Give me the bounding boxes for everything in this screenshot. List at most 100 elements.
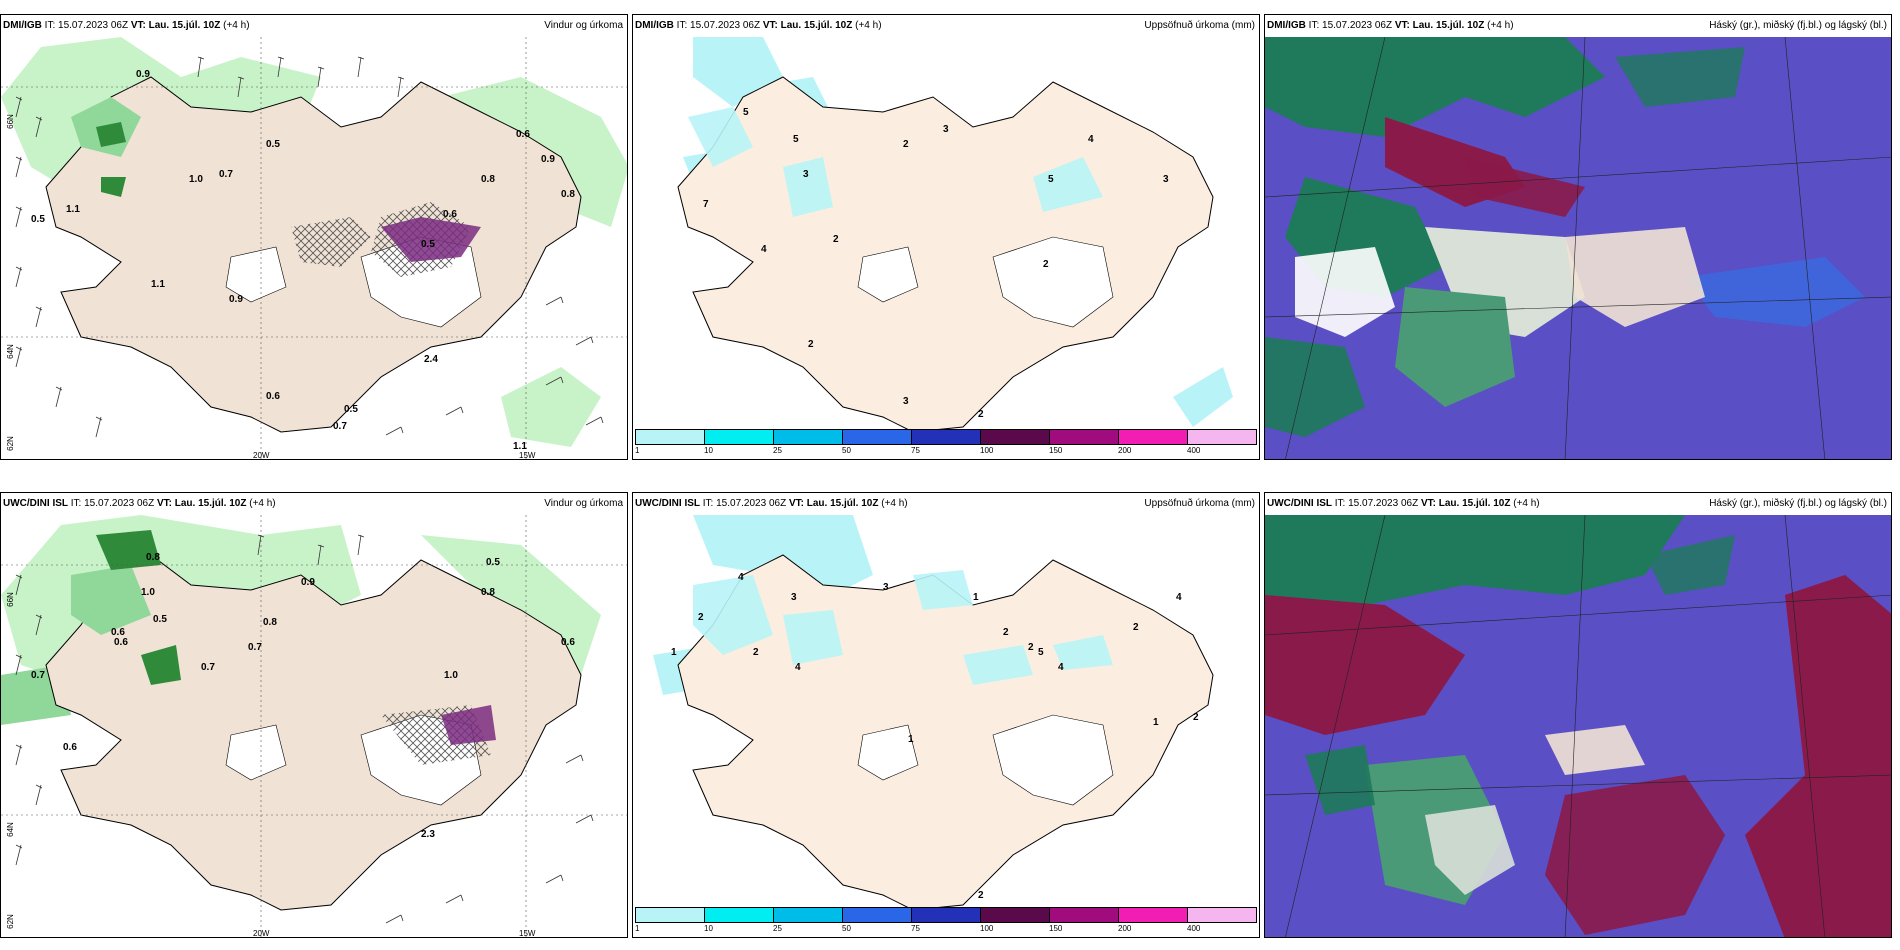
- wind-value: 1.0: [141, 587, 155, 598]
- accum-value: 3: [791, 592, 797, 603]
- cb-tick: 200: [1118, 446, 1132, 455]
- cb-tick: 100: [980, 924, 994, 933]
- cb-cell: [981, 908, 1050, 922]
- accum-value: 4: [738, 572, 744, 583]
- cb-tick: 1: [635, 924, 640, 933]
- accum-value: 4: [1176, 592, 1182, 603]
- accum-value: 3: [883, 582, 889, 593]
- model-name: UWC/DINI ISL: [635, 498, 700, 509]
- wind-value: 0.9: [229, 294, 243, 305]
- cb-tick: 50: [842, 446, 851, 455]
- wind-value: 0.9: [541, 154, 555, 165]
- cb-tick: 10: [704, 924, 713, 933]
- lon-label: 15W: [519, 929, 536, 938]
- accum-value: 4: [1058, 662, 1064, 673]
- wind-precip-map: 0.9 0.8 1.0 0.6 0.7 0.8 0.5 0.6 0.8 0.7 …: [1, 515, 627, 938]
- cb-cell: [843, 430, 912, 444]
- wind-value: 1.1: [66, 204, 80, 215]
- wind-value: 0.8: [481, 174, 495, 185]
- panel-header: UWC/DINI ISL IT: 15.07.2023 06Z VT: Lau.…: [1, 493, 627, 515]
- cb-tick: 75: [911, 446, 920, 455]
- accum-value: 2: [1133, 622, 1139, 633]
- panel-uwc-accum: UWC/DINI ISL IT: 15.07.2023 06Z VT: Lau.…: [632, 492, 1260, 938]
- accum-value: 3: [943, 124, 949, 135]
- wind-value: 0.7: [31, 670, 45, 681]
- wind-value: 1.0: [189, 174, 203, 185]
- cb-cell: [705, 430, 774, 444]
- cloud-map: [1265, 37, 1891, 459]
- wind-value: 0.5: [153, 614, 167, 625]
- cb-tick: 10: [704, 446, 713, 455]
- cb-cell: [1119, 430, 1188, 444]
- accum-value: 3: [1163, 174, 1169, 185]
- lon-label: 20W: [253, 451, 270, 460]
- cb-cell: [1119, 908, 1188, 922]
- lat-label: 64N: [5, 822, 15, 837]
- model-name: UWC/DINI ISL: [1267, 498, 1332, 509]
- model-name: DMI/IGB: [3, 20, 42, 31]
- accum-value: 5: [743, 107, 749, 118]
- cb-cell: [1188, 430, 1256, 444]
- wind-value: 0.7: [219, 169, 233, 180]
- accum-value: 7: [703, 199, 709, 210]
- cb-cell: [1188, 908, 1256, 922]
- cloud-map: [1265, 515, 1891, 937]
- accum-value: 2: [698, 612, 704, 623]
- lat-label: 66N: [5, 114, 15, 129]
- accum-value: 2: [1043, 259, 1049, 270]
- model-name: DMI/IGB: [635, 20, 674, 31]
- accum-value: 5: [1038, 647, 1044, 658]
- cb-tick: 150: [1049, 924, 1063, 933]
- accum-value: 5: [793, 134, 799, 145]
- lon-label: 15W: [519, 451, 536, 460]
- cb-tick: 50: [842, 924, 851, 933]
- wind-value: 0.8: [561, 189, 575, 200]
- wind-value: 0.7: [201, 662, 215, 673]
- cb-cell: [774, 430, 843, 444]
- cb-cell: [705, 908, 774, 922]
- panel-dmi-wind: DMI/IGB IT: 15.07.2023 06Z VT: Lau. 15.j…: [0, 14, 628, 460]
- wind-value: 0.5: [486, 557, 500, 568]
- accum-value: 4: [761, 244, 767, 255]
- wind-value: 0.6: [516, 129, 530, 140]
- lat-label: 66N: [5, 592, 15, 607]
- wind-value: 0.6: [114, 637, 128, 648]
- wind-value: 2.4: [424, 354, 438, 365]
- accum-precip-map: 4 2 3 1 2 4 3 1 2 2 5 4 2 1 1 2 4 2: [633, 515, 1259, 937]
- wind-value: 0.6: [63, 742, 77, 753]
- cb-cell: [636, 908, 705, 922]
- panel-header: DMI/IGB IT: 15.07.2023 06Z VT: Lau. 15.j…: [633, 15, 1259, 37]
- accum-value: 4: [1088, 134, 1094, 145]
- accum-value: 1: [973, 592, 979, 603]
- wind-value: 0.6: [111, 627, 125, 638]
- cb-cell: [1050, 908, 1119, 922]
- wind-value: 0.8: [146, 552, 160, 563]
- wind-value: 0.8: [263, 617, 277, 628]
- cb-cell: [912, 908, 981, 922]
- panel-header: DMI/IGB IT: 15.07.2023 06Z VT: Lau. 15.j…: [1, 15, 627, 37]
- accum-value: 2: [1193, 712, 1199, 723]
- wind-value: 0.9: [301, 577, 315, 588]
- wind-value: 1.1: [513, 441, 527, 452]
- accum-value: 2: [753, 647, 759, 658]
- accum-value: 2: [903, 139, 909, 150]
- wind-value: 0.5: [266, 139, 280, 150]
- cb-tick: 400: [1187, 924, 1201, 933]
- panel-header: UWC/DINI ISL IT: 15.07.2023 06Z VT: Lau.…: [1265, 493, 1891, 515]
- panel-title: Vindur og úrkoma: [544, 498, 623, 509]
- accum-value: 5: [1048, 174, 1054, 185]
- model-name: UWC/DINI ISL: [3, 498, 68, 509]
- cb-cell: [1050, 430, 1119, 444]
- accum-value: 3: [903, 396, 909, 407]
- accum-colorbar: 1 10 25 50 75 100 150 200 400: [635, 429, 1257, 457]
- accum-value: 2: [833, 234, 839, 245]
- panel-title: Háský (gr.), miðský (fj.bl.) og lágský (…: [1709, 20, 1887, 31]
- panel-header: DMI/IGB IT: 15.07.2023 06Z VT: Lau. 15.j…: [1265, 15, 1891, 37]
- cb-tick: 1: [635, 446, 640, 455]
- lat-label: 62N: [5, 914, 15, 929]
- panel-uwc-clouds: UWC/DINI ISL IT: 15.07.2023 06Z VT: Lau.…: [1264, 492, 1892, 938]
- cb-cell: [981, 430, 1050, 444]
- wind-value: 0.5: [421, 239, 435, 250]
- wind-value: 0.5: [31, 214, 45, 225]
- wind-value: 2.3: [421, 829, 435, 840]
